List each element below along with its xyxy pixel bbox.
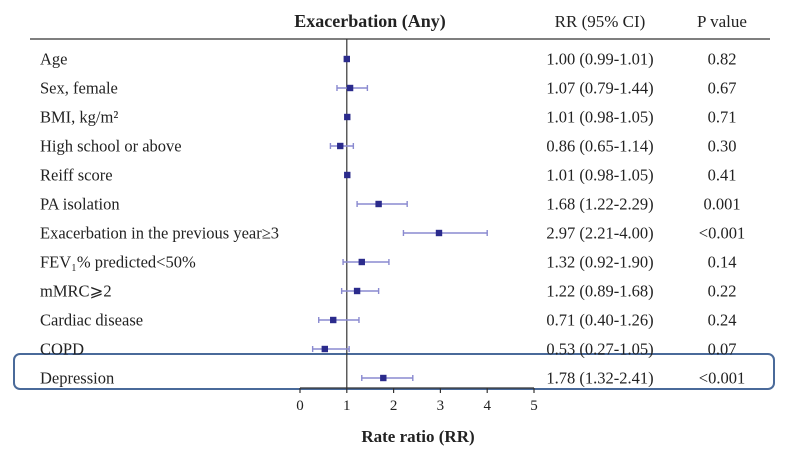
p-value: 0.71 (708, 108, 737, 127)
ci-text: 1.68 (1.22-2.29) (546, 195, 653, 214)
forest-row: Exacerbation in the previous year≥3 2.97 … (40, 224, 745, 243)
point-estimate (353, 287, 361, 295)
point-estimate (330, 316, 337, 324)
p-value: <0.001 (699, 224, 745, 243)
row-label: Cardiac disease (40, 311, 143, 330)
row-label: Age (40, 50, 68, 69)
forest-row: mMRC⩾2 1.22 (0.89-1.68) 0.22 (40, 282, 736, 301)
row-label: BMI, kg/m² (40, 108, 118, 127)
point-estimate (343, 55, 350, 63)
row-label: PA isolation (40, 195, 120, 214)
forest-row: Reiff score 1.01 (0.98-1.05) 0.41 (40, 166, 736, 185)
rows-layer: Age 1.00 (0.99-1.01) 0.82 Sex, female 1.07 (… (40, 39, 745, 388)
x-axis: 0 1 2 3 4 5 (296, 387, 538, 414)
point-estimate (321, 345, 329, 353)
row-label: Depression (40, 369, 114, 388)
ci-text: 1.07 (0.79-1.44) (546, 79, 653, 98)
row-label: High school or above (40, 137, 182, 156)
point-estimate (358, 258, 365, 266)
forest-row: Depression 1.78 (1.32-2.41) <0.001 (40, 369, 745, 388)
p-value: 0.67 (708, 79, 737, 98)
p-value: 0.001 (703, 195, 740, 214)
p-value-column-header: P value (697, 12, 747, 31)
x-tick-label: 3 (437, 398, 445, 414)
ci-text: 1.22 (0.89-1.68) (546, 282, 653, 301)
forest-row: COPD 0.53 (0.27-1.05) 0.07 (40, 340, 736, 359)
point-estimate (344, 113, 351, 121)
forest-row: High school or above 0.86 (0.65-1.14) 0.30 (40, 137, 736, 156)
p-value: 0.41 (708, 166, 737, 185)
x-tick-label: 0 (296, 398, 304, 414)
p-value: 0.07 (708, 340, 737, 359)
highlight-box (13, 353, 775, 390)
point-estimate (346, 84, 354, 92)
ci-text: 1.01 (0.98-1.05) (546, 108, 653, 127)
forest-row: Age 1.00 (0.99-1.01) 0.82 (40, 50, 736, 69)
row-label: COPD (40, 340, 84, 359)
forest-row: PA isolation 1.68 (1.22-2.29) 0.001 (40, 195, 741, 214)
point-estimate (375, 200, 382, 208)
p-value: 0.14 (708, 253, 737, 272)
forest-row: Sex, female 1.07 (0.79-1.44) 0.67 (40, 79, 736, 98)
forest-row: Cardiac disease 0.71 (0.40-1.26) 0.24 (40, 311, 736, 330)
estimate-column-header: RR (95% CI) (555, 12, 646, 31)
ci-text: 1.01 (0.98-1.05) (546, 166, 653, 185)
ci-text: 1.32 (0.92-1.90) (546, 253, 653, 272)
row-label: Reiff score (40, 166, 113, 185)
point-estimate (380, 374, 387, 382)
point-estimate (435, 229, 443, 237)
x-tick-label: 5 (530, 398, 538, 414)
ci-text: 1.00 (0.99-1.01) (546, 50, 653, 69)
point-estimate (337, 142, 344, 150)
ci-text: 2.97 (2.21-4.00) (546, 224, 653, 243)
ci-text: 0.71 (0.40-1.26) (546, 311, 653, 330)
p-value: 0.22 (708, 282, 737, 301)
row-label: FEV₁% predicted<50% (40, 253, 196, 272)
x-tick-label: 1 (343, 398, 351, 414)
x-tick-label: 2 (390, 398, 398, 414)
p-value: <0.001 (699, 369, 745, 388)
point-estimate (344, 171, 351, 179)
p-value: 0.82 (708, 50, 737, 69)
x-axis-label: Rate ratio (RR) (361, 427, 474, 446)
forest-row: FEV₁% predicted<50% 1.32 (0.92-1.90) 0.14 (40, 253, 736, 272)
row-label: mMRC⩾2 (40, 282, 112, 301)
ci-text: 0.53 (0.27-1.05) (546, 340, 653, 359)
p-value: 0.24 (708, 311, 737, 330)
row-label: Sex, female (40, 79, 118, 98)
row-label: Exacerbation in the previous year≥3 (40, 224, 279, 243)
p-value: 0.30 (708, 137, 737, 156)
forest-row: BMI, kg/m² 1.01 (0.98-1.05) 0.71 (40, 108, 736, 127)
chart-title: Exacerbation (Any) (294, 11, 446, 32)
ci-text: 0.86 (0.65-1.14) (546, 137, 653, 156)
ci-text: 1.78 (1.32-2.41) (546, 369, 653, 388)
x-tick-label: 4 (483, 398, 491, 414)
